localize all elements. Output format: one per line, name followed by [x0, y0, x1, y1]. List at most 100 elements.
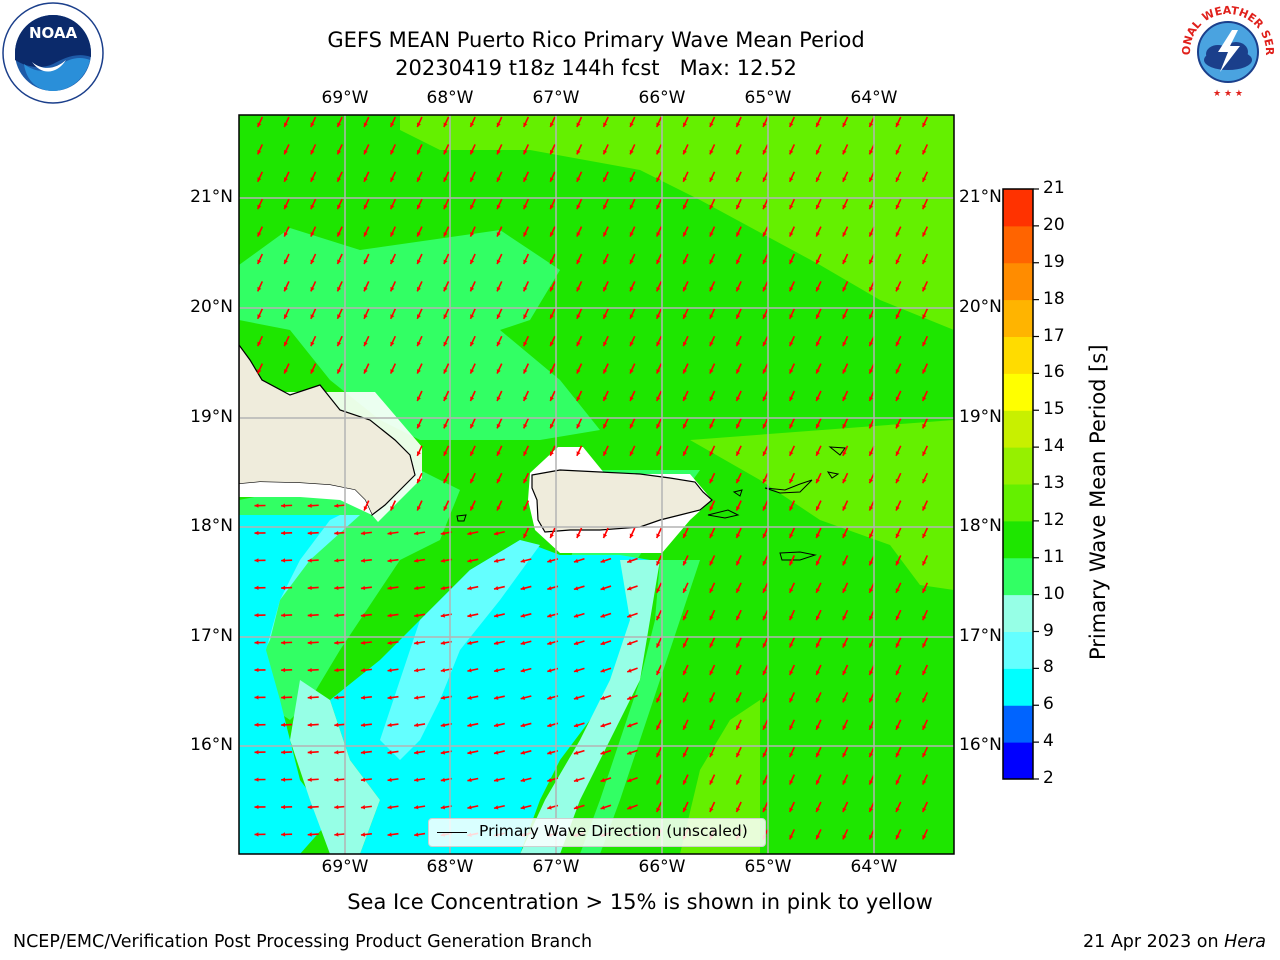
colorbar-tick-label: 13	[1043, 473, 1065, 493]
contour-6-8-south	[330, 540, 650, 854]
wave-arrow	[496, 281, 503, 292]
wave-arrow	[626, 694, 638, 701]
wave-arrow	[629, 308, 636, 320]
wave-arrow	[842, 527, 849, 539]
land-vieques	[707, 509, 740, 519]
wave-arrow	[549, 527, 556, 539]
wave-arrow	[389, 226, 397, 237]
wave-arrow	[921, 527, 929, 539]
wave-arrow	[735, 116, 742, 128]
wave-arrow	[788, 582, 796, 594]
wave-arrow	[416, 335, 423, 347]
wave-arrow	[682, 637, 689, 648]
wave-arrow	[307, 667, 319, 673]
wave-arrow	[815, 171, 822, 183]
wave-arrow	[414, 695, 426, 700]
wave-arrow	[522, 527, 530, 539]
wave-arrow	[895, 829, 902, 840]
wave-arrow	[522, 308, 530, 320]
wave-arrow	[895, 226, 902, 237]
wave-arrow	[762, 609, 769, 621]
colorbar-tick-label: 17	[1043, 325, 1065, 346]
wave-arrow	[254, 722, 266, 727]
wave-arrow	[815, 144, 822, 155]
wave-arrow	[709, 746, 716, 758]
wave-arrow	[416, 281, 423, 292]
wave-arrow	[682, 609, 689, 621]
wave-arrow	[762, 281, 769, 292]
wave-arrow	[443, 335, 450, 347]
wave-arrow	[336, 116, 343, 128]
wave-arrow	[895, 308, 902, 320]
wave-arrow	[254, 503, 266, 508]
wave-arrow	[281, 530, 293, 536]
wave-arrow	[655, 664, 663, 676]
wave-arrow	[573, 749, 585, 755]
wave-arrow	[307, 503, 319, 508]
wave-arrow	[602, 226, 609, 237]
wave-arrow	[735, 692, 742, 703]
wave-arrow	[788, 335, 796, 347]
wave-arrow	[655, 774, 663, 785]
wave-arrow	[281, 750, 293, 755]
wave-arrow	[655, 116, 663, 128]
wave-arrow	[522, 116, 530, 128]
land-st-croix	[779, 551, 817, 561]
wave-arrow	[414, 722, 426, 728]
wave-arrow	[921, 418, 929, 429]
wave-arrow	[256, 171, 264, 183]
wave-arrow	[281, 503, 293, 508]
wave-arrow	[360, 613, 372, 618]
wave-arrow	[682, 335, 689, 347]
wave-arrow	[387, 695, 399, 700]
wave-arrow	[443, 253, 450, 265]
colorbar-tick-label: 12	[1043, 509, 1065, 530]
wave-arrow	[735, 719, 742, 731]
wave-arrow	[549, 335, 556, 347]
wave-arrow	[762, 472, 769, 484]
colorbar-tick-label: 21	[1043, 178, 1065, 198]
wave-arrow	[522, 226, 530, 237]
wave-arrow	[363, 363, 370, 374]
wave-arrow	[360, 668, 372, 673]
wave-arrow	[363, 281, 370, 292]
wave-arrow	[496, 335, 503, 347]
wave-arrow	[416, 226, 423, 237]
wave-arrow	[735, 198, 742, 210]
colorbar-tick-label: 6	[1043, 694, 1054, 715]
wave-arrow	[602, 144, 609, 155]
wave-arrow	[310, 171, 317, 183]
wave-arrow	[549, 116, 556, 128]
nws-logo: NATIONAL WEATHER SERVICE ★ ★ ★	[1173, 0, 1278, 102]
wave-arrow	[842, 390, 849, 402]
mask-hispaniola-south	[239, 482, 372, 515]
wave-arrow	[709, 144, 716, 155]
wave-arrow	[655, 527, 663, 539]
wave-arrow	[469, 363, 476, 374]
wave-arrow	[600, 722, 612, 728]
wave-arrow	[573, 695, 585, 700]
wave-arrow	[363, 500, 370, 511]
wave-arrow	[682, 363, 689, 374]
wave-arrow	[549, 226, 556, 237]
wave-arrow	[254, 804, 266, 810]
wave-arrow	[626, 804, 638, 810]
wave-arrow	[281, 695, 293, 700]
wave-arrow	[416, 198, 423, 210]
wave-arrow	[363, 171, 370, 183]
wave-arrow	[549, 171, 556, 183]
wave-arrow	[496, 418, 503, 429]
wave-arrow	[576, 308, 583, 320]
wave-arrow	[629, 116, 636, 128]
wave-arrow	[600, 612, 612, 618]
wave-arrow	[414, 585, 426, 591]
wave-arrow	[520, 695, 532, 700]
lon-label-bottom: 69°W	[321, 857, 369, 877]
legend-label: Primary Wave Direction (unscaled)	[479, 822, 748, 840]
wave-arrow	[254, 777, 266, 782]
wave-arrow	[363, 308, 370, 320]
wave-arrow	[788, 472, 796, 484]
wave-arrow	[310, 281, 317, 292]
wave-arrow	[762, 116, 769, 128]
lat-label-right: 17°N	[959, 626, 1002, 646]
